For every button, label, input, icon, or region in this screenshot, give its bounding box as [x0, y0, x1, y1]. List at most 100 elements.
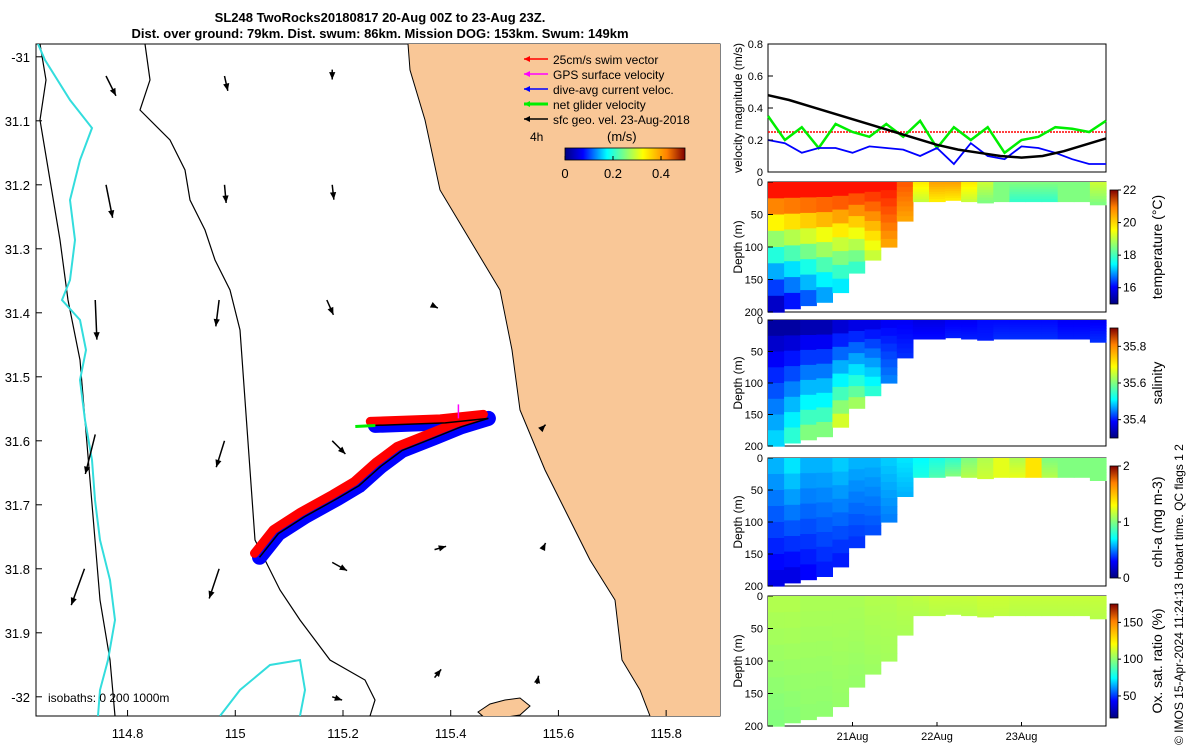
section-cell — [1025, 598, 1043, 602]
section-cell — [880, 612, 898, 621]
geo-velocity-arrowhead — [539, 543, 546, 551]
speed-colorbar-label: (m/s) — [607, 129, 637, 144]
section-cell — [880, 190, 898, 199]
section-cell — [1057, 184, 1075, 188]
section-cell — [993, 465, 1010, 469]
section-cell — [945, 333, 962, 336]
section-cell — [800, 503, 817, 520]
section-cell — [977, 614, 994, 618]
section-cell — [1041, 472, 1059, 476]
section-cell — [1073, 598, 1091, 602]
section-cell — [1057, 462, 1075, 466]
section-cell — [961, 470, 978, 473]
section-cell — [929, 324, 946, 328]
section-cell — [1073, 331, 1091, 335]
section-cell — [977, 465, 994, 469]
geo-velocity-arrowhead — [109, 87, 116, 96]
section-cell — [1057, 191, 1075, 195]
section-cell — [1009, 610, 1027, 614]
section-cell — [784, 182, 801, 199]
section-cell — [832, 553, 850, 568]
section-cell — [896, 196, 914, 203]
section-cell — [880, 604, 898, 613]
swim-vector-band — [250, 409, 488, 558]
section-cell — [816, 671, 833, 687]
section-cell — [864, 338, 882, 349]
section-cell — [993, 194, 1010, 198]
section-cell — [1089, 325, 1107, 329]
section-cell — [1089, 322, 1107, 327]
section-cell — [1025, 322, 1043, 326]
section-cell — [880, 490, 898, 499]
section-cell — [993, 474, 1010, 478]
section-cell — [832, 386, 850, 401]
speed-colorbar-tick-label: 0.2 — [604, 166, 622, 181]
section-cell — [800, 564, 817, 581]
section-cell — [961, 196, 978, 200]
section-cell — [864, 525, 882, 536]
section-cell — [768, 430, 785, 447]
section-cell — [1073, 467, 1091, 471]
section-cell — [832, 237, 850, 252]
section-cell — [912, 467, 930, 471]
section-cell — [977, 182, 994, 186]
section-cell — [1057, 329, 1075, 333]
section-cell — [816, 487, 833, 503]
section-cell — [961, 320, 978, 323]
section-cell — [1073, 474, 1091, 478]
section-cell — [1073, 191, 1091, 195]
map-y-tick-label: 31.1 — [5, 114, 30, 129]
section-cell — [1057, 327, 1075, 331]
section-cell — [1057, 603, 1075, 607]
section-cell — [1025, 458, 1043, 461]
legend-label: GPS surface velocity — [553, 68, 664, 82]
section-cell — [896, 462, 914, 469]
section-cell — [816, 363, 833, 379]
section-cell — [880, 498, 898, 507]
section-cell — [1041, 329, 1059, 333]
section-cell — [993, 189, 1010, 193]
section-cell — [1041, 474, 1059, 478]
section-cell — [961, 182, 978, 185]
legend-label: sfc geo. vel. 23-Aug-2018 — [553, 113, 690, 127]
colorbar-tick-label: 22 — [1123, 183, 1137, 197]
section-cell — [1009, 196, 1027, 200]
section-cell — [977, 458, 994, 462]
section-cell — [961, 324, 978, 328]
section-cell — [768, 214, 785, 232]
section-cell — [945, 611, 962, 615]
section-cell — [768, 414, 785, 431]
section-y-tick-label: 50 — [751, 624, 763, 636]
section-cell — [1009, 186, 1027, 190]
section-cell — [848, 397, 866, 409]
section-cell — [848, 204, 866, 217]
legend-swatch-head — [524, 71, 530, 77]
section-cell — [1089, 469, 1107, 473]
section-cell — [977, 609, 994, 613]
section-cell — [1025, 600, 1043, 604]
section-cell — [880, 652, 898, 662]
section-cell — [880, 359, 898, 368]
section-cell — [929, 467, 946, 471]
section-cell — [1073, 596, 1091, 599]
section-cell — [800, 424, 817, 441]
section-cell — [784, 245, 801, 262]
section-cell — [929, 334, 946, 338]
section-cell — [896, 353, 914, 359]
section-cell — [880, 628, 898, 638]
section-cell — [912, 189, 930, 193]
section-cell — [1009, 184, 1027, 188]
colorbar-tick-label: 1 — [1123, 515, 1130, 529]
section-cell — [784, 567, 801, 584]
map-y-tick-label: -32 — [11, 690, 30, 705]
section-cell — [1009, 322, 1027, 326]
section-cell — [1057, 334, 1075, 338]
section-cell — [848, 216, 866, 229]
section-cell — [993, 199, 1010, 203]
section-cell — [929, 462, 946, 466]
section-cell — [864, 367, 882, 378]
section-cell — [848, 353, 866, 365]
geo-velocity-arrowhead — [108, 209, 115, 218]
section-cell — [832, 526, 850, 541]
